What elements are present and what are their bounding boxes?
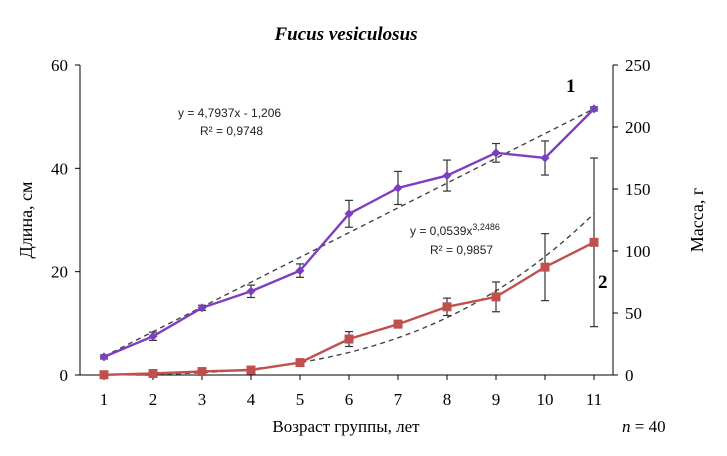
sample-size-value: = 40 (631, 417, 666, 436)
data-point (393, 183, 403, 193)
data-point (197, 367, 207, 377)
trendline-2 (104, 212, 595, 376)
data-point (540, 153, 550, 163)
data-point (491, 148, 501, 158)
data-point (99, 370, 109, 380)
x-tick-label: 1 (100, 390, 109, 409)
series-2 (99, 157, 599, 380)
sample-size-n: n (622, 417, 631, 436)
y-left-tick-label: 60 (51, 56, 68, 75)
x-tick-label: 11 (586, 390, 602, 409)
x-tick-label: 4 (247, 390, 256, 409)
series-1-label: 1 (566, 76, 576, 97)
data-point (148, 369, 158, 379)
y-right-tick-label: 250 (625, 56, 651, 75)
equation-1-line-1: y = 4,7937x - 1,206 (178, 106, 281, 120)
data-point (491, 292, 501, 302)
series-layer (99, 104, 599, 380)
x-tick-label: 6 (345, 390, 354, 409)
equation-1-line-2: R² = 0,9748 (200, 124, 263, 138)
data-point (99, 352, 109, 362)
data-point (442, 171, 452, 181)
ticks: 1 2 3 4 5 6 7 8 9 10 11 0 20 40 60 0 50 100 150 200 250 (51, 56, 651, 409)
x-axis-label: Возраст группы, лет (272, 417, 420, 436)
sample-size-note: n = 40 (622, 417, 666, 436)
y-right-tick-label: 50 (625, 304, 642, 323)
x-tick-label: 2 (149, 390, 158, 409)
data-point (246, 286, 256, 296)
x-tick-label: 3 (198, 390, 207, 409)
trendline-1 (103, 108, 595, 358)
y-axis-right-label: Масса, г (687, 188, 707, 253)
y-left-tick-label: 0 (60, 366, 69, 385)
y-right-tick-label: 100 (625, 242, 651, 261)
series-line (103, 241, 595, 376)
y-right-tick-label: 150 (625, 180, 651, 199)
data-point (442, 302, 452, 312)
x-tick-label: 7 (394, 390, 403, 409)
x-tick-label: 10 (537, 390, 554, 409)
y-right-tick-label: 200 (625, 118, 651, 137)
data-point (589, 237, 599, 247)
data-point (295, 358, 305, 368)
data-point (540, 262, 550, 272)
equation-2-line-2: R² = 0,9857 (430, 243, 493, 257)
series-2-label: 2 (598, 272, 608, 293)
x-tick-label: 5 (296, 390, 305, 409)
data-point (344, 334, 354, 344)
x-tick-label: 8 (443, 390, 452, 409)
data-point (393, 319, 403, 329)
equation-2-base: y = 0,0539x (410, 224, 472, 238)
data-point (295, 266, 305, 276)
y-axis-left-label: Длина, см (16, 182, 36, 259)
equation-2-line-1: y = 0,0539x3,2486 (410, 222, 500, 238)
data-point (246, 365, 256, 375)
data-point (197, 303, 207, 313)
y-left-tick-label: 20 (51, 263, 68, 282)
data-point (589, 104, 599, 114)
data-point (148, 331, 158, 341)
axes (79, 65, 614, 376)
chart-title: Fucus vesiculosus (273, 24, 417, 45)
y-left-tick-label: 40 (51, 159, 68, 178)
y-right-tick-label: 0 (625, 366, 634, 385)
series-1 (99, 104, 599, 362)
x-tick-label: 9 (492, 390, 501, 409)
data-point (344, 209, 354, 219)
equation-2-exponent: 3,2486 (472, 222, 500, 232)
